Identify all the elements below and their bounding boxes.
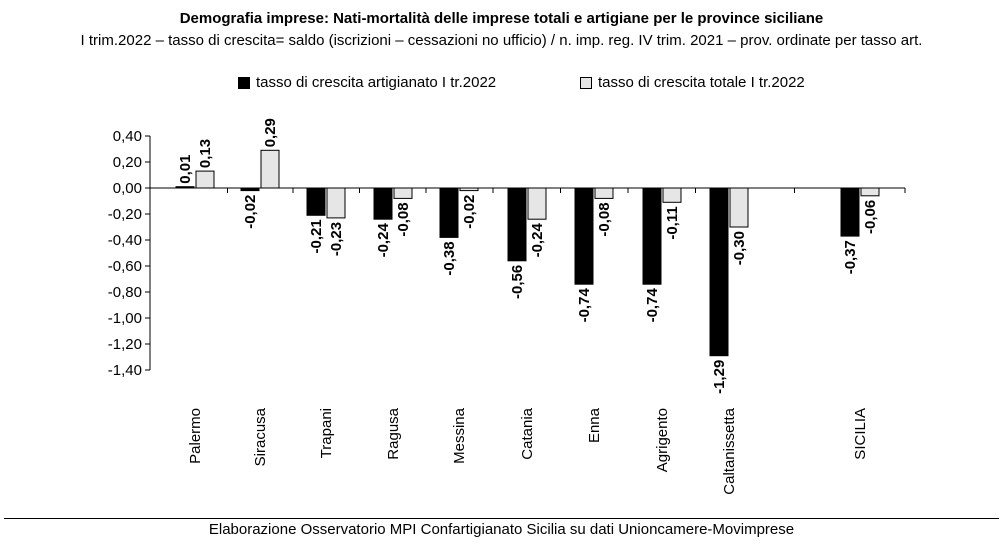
legend-item-artigianato: tasso di crescita artigianato I tr.2022 <box>238 74 496 91</box>
source-note: Elaborazione Osservatorio MPI Confartigi… <box>208 521 795 538</box>
y-tick-label: 0,00 <box>113 180 142 197</box>
bar-artigianato <box>709 187 729 357</box>
category-label: SICILIA <box>852 408 869 460</box>
bar-artigianato <box>840 187 860 237</box>
data-label-artigianato: 0,01 <box>177 154 194 183</box>
legend-label-totale: tasso di crescita totale I tr.2022 <box>598 74 805 91</box>
y-tick-label: -1,40 <box>108 362 142 379</box>
data-label-artigianato: -0,74 <box>576 288 593 323</box>
category-label: Agrigento <box>654 408 671 472</box>
data-label-artigianato: -0,56 <box>509 265 526 299</box>
chart-title: Demografia imprese: Nati-mortalità delle… <box>179 10 824 27</box>
data-label-totale: 0,13 <box>197 139 214 168</box>
y-tick-label: -0,60 <box>108 258 142 275</box>
data-label-artigianato: -0,74 <box>644 288 661 323</box>
y-tick-label: -0,80 <box>108 284 142 301</box>
legend-item-totale: tasso di crescita totale I tr.2022 <box>580 74 805 91</box>
data-label-artigianato: -0,37 <box>842 240 859 274</box>
bar-totale <box>393 187 413 199</box>
category-label: Messina <box>451 407 468 464</box>
data-label-artigianato: -0,21 <box>308 219 325 253</box>
data-label-artigianato: -0,24 <box>375 223 392 258</box>
category-label: Ragusa <box>385 407 402 459</box>
bar-artigianato <box>507 187 527 262</box>
category-label: Palermo <box>187 408 204 464</box>
data-label-totale: -0,24 <box>529 223 546 258</box>
bar-totale <box>195 170 215 189</box>
y-tick-label: -1,00 <box>108 310 142 327</box>
category-label: Siracusa <box>252 407 269 466</box>
bar-artigianato <box>373 187 393 220</box>
data-label-totale: -0,30 <box>731 231 748 265</box>
legend-label-artigianato: tasso di crescita artigianato I tr.2022 <box>256 74 497 91</box>
bar-artigianato <box>306 187 326 216</box>
legend-swatch-artigianato <box>238 76 250 89</box>
data-label-artigianato: -0,02 <box>242 195 259 229</box>
y-tick-label: 0,20 <box>113 154 142 171</box>
category-label: Catania <box>519 407 536 459</box>
y-tick-label: -0,40 <box>108 232 142 249</box>
category-label: Enna <box>586 407 603 443</box>
y-tick-label: 0,40 <box>113 128 142 145</box>
data-label-totale: 0,29 <box>262 118 279 147</box>
data-label-totale: -0,08 <box>596 202 613 236</box>
data-label-totale: -0,02 <box>461 195 478 229</box>
data-label-totale: -0,23 <box>328 222 345 256</box>
chart-subtitle: I trim.2022 – tasso di crescita= saldo (… <box>80 32 923 49</box>
bar-artigianato <box>642 187 662 285</box>
legend-swatch-totale <box>580 76 592 89</box>
bar-totale <box>260 149 280 189</box>
bar-totale <box>594 187 614 199</box>
bar-artigianato <box>439 187 459 238</box>
footer-divider <box>4 518 999 519</box>
y-tick-label: -0,20 <box>108 206 142 223</box>
category-label: Caltanissetta <box>721 407 738 494</box>
data-label-artigianato: -1,29 <box>711 360 728 394</box>
y-tick-label: -1,20 <box>108 336 142 353</box>
data-label-totale: -0,08 <box>395 202 412 236</box>
bar-totale <box>527 187 547 220</box>
bar-artigianato <box>574 187 594 285</box>
bar-totale <box>729 187 749 228</box>
data-label-totale: -0,06 <box>862 200 879 234</box>
bar-totale <box>326 187 346 219</box>
bar-totale <box>662 187 682 203</box>
data-label-artigianato: -0,38 <box>441 241 458 275</box>
bar-totale <box>860 187 880 197</box>
category-label: Trapani <box>318 408 335 458</box>
data-label-totale: -0,11 <box>664 206 681 239</box>
